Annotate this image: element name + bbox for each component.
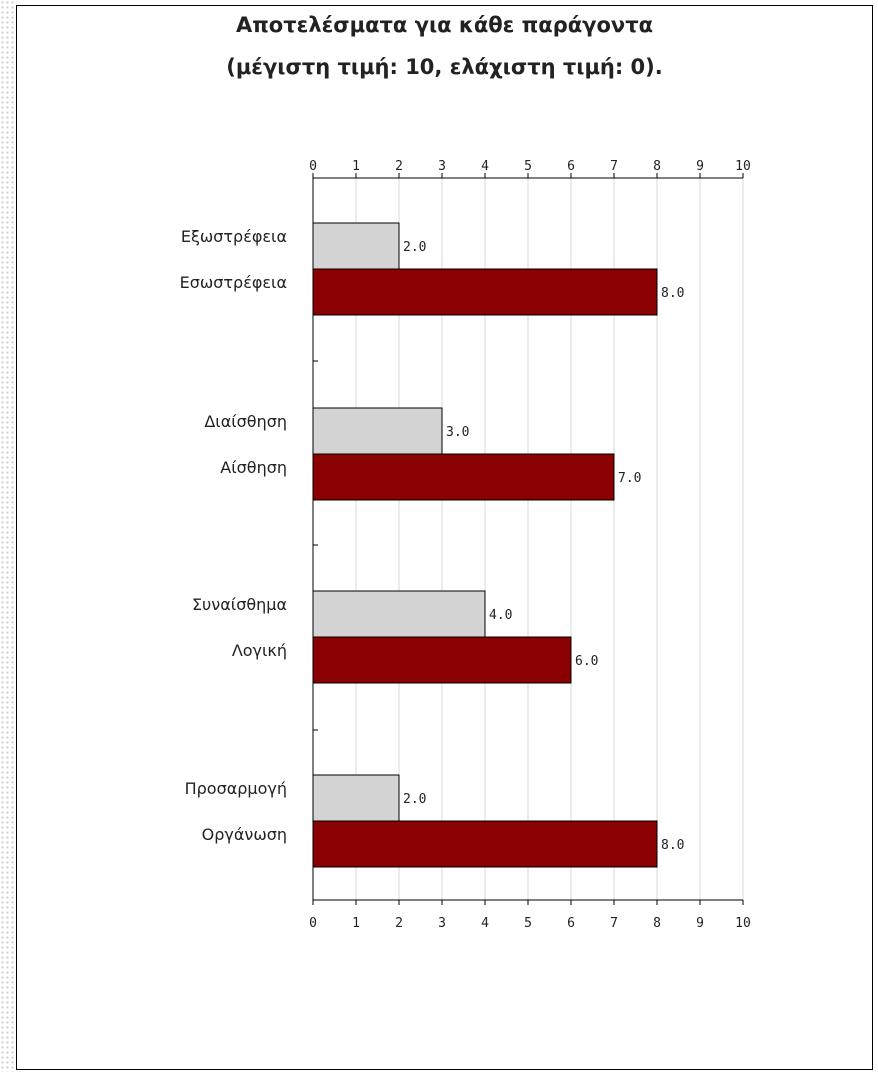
bar-value-label: 3.0	[446, 425, 469, 440]
bottom-tick-label: 9	[696, 916, 704, 931]
category-label: Εξωστρέφεια	[181, 227, 287, 246]
top-tick-label: 9	[696, 159, 704, 174]
bar	[312, 636, 572, 684]
bar-value-label: 2.0	[403, 240, 426, 255]
bar	[312, 407, 443, 455]
bottom-tick-label: 0	[309, 916, 317, 931]
top-tick-label: 8	[653, 159, 661, 174]
bar-value-label: 2.0	[403, 792, 426, 807]
bar	[312, 222, 400, 270]
bar-value-label: 6.0	[575, 654, 598, 669]
bar-value-label: 8.0	[661, 286, 684, 301]
bar	[312, 590, 486, 638]
category-label: Προσαρμογή	[185, 779, 287, 798]
bottom-tick-label: 5	[524, 916, 532, 931]
category-label: Συναίσθημα	[192, 595, 287, 614]
category-label: Διαίσθηση	[204, 412, 287, 431]
top-tick-label: 10	[735, 159, 751, 174]
top-tick-label: 2	[395, 159, 403, 174]
bottom-tick-label: 7	[610, 916, 618, 931]
bar	[312, 453, 615, 501]
bar-value-label: 7.0	[618, 471, 641, 486]
top-tick-label: 1	[352, 159, 360, 174]
category-label: Εσωστρέφεια	[180, 273, 287, 292]
bar	[312, 820, 658, 868]
chart-title-line-1: Αποτελέσματα για κάθε παράγοντα	[235, 13, 654, 37]
chart-frame	[16, 5, 873, 1070]
top-tick-label: 5	[524, 159, 532, 174]
bar	[312, 774, 400, 822]
top-tick-label: 7	[610, 159, 618, 174]
bar-value-label: 8.0	[661, 838, 684, 853]
bottom-tick-label: 1	[352, 916, 360, 931]
top-tick-label: 4	[481, 159, 489, 174]
bottom-tick-label: 2	[395, 916, 403, 931]
chart-title-line-2: (μέγιστη τιμή: 10, ελάχιστη τιμή: 0).	[226, 55, 663, 79]
top-tick-label: 0	[309, 159, 317, 174]
bottom-tick-label: 10	[735, 916, 751, 931]
bottom-tick-label: 6	[567, 916, 575, 931]
bar	[312, 268, 658, 316]
category-label: Οργάνωση	[202, 825, 287, 844]
bottom-tick-label: 3	[438, 916, 446, 931]
category-label: Αίσθηση	[220, 458, 287, 477]
category-label: Λογική	[232, 641, 287, 660]
bottom-tick-label: 8	[653, 916, 661, 931]
top-tick-label: 6	[567, 159, 575, 174]
bottom-tick-label: 4	[481, 916, 489, 931]
left-dotted-strip	[0, 0, 16, 1072]
top-tick-label: 3	[438, 159, 446, 174]
bar-value-label: 4.0	[489, 608, 512, 623]
